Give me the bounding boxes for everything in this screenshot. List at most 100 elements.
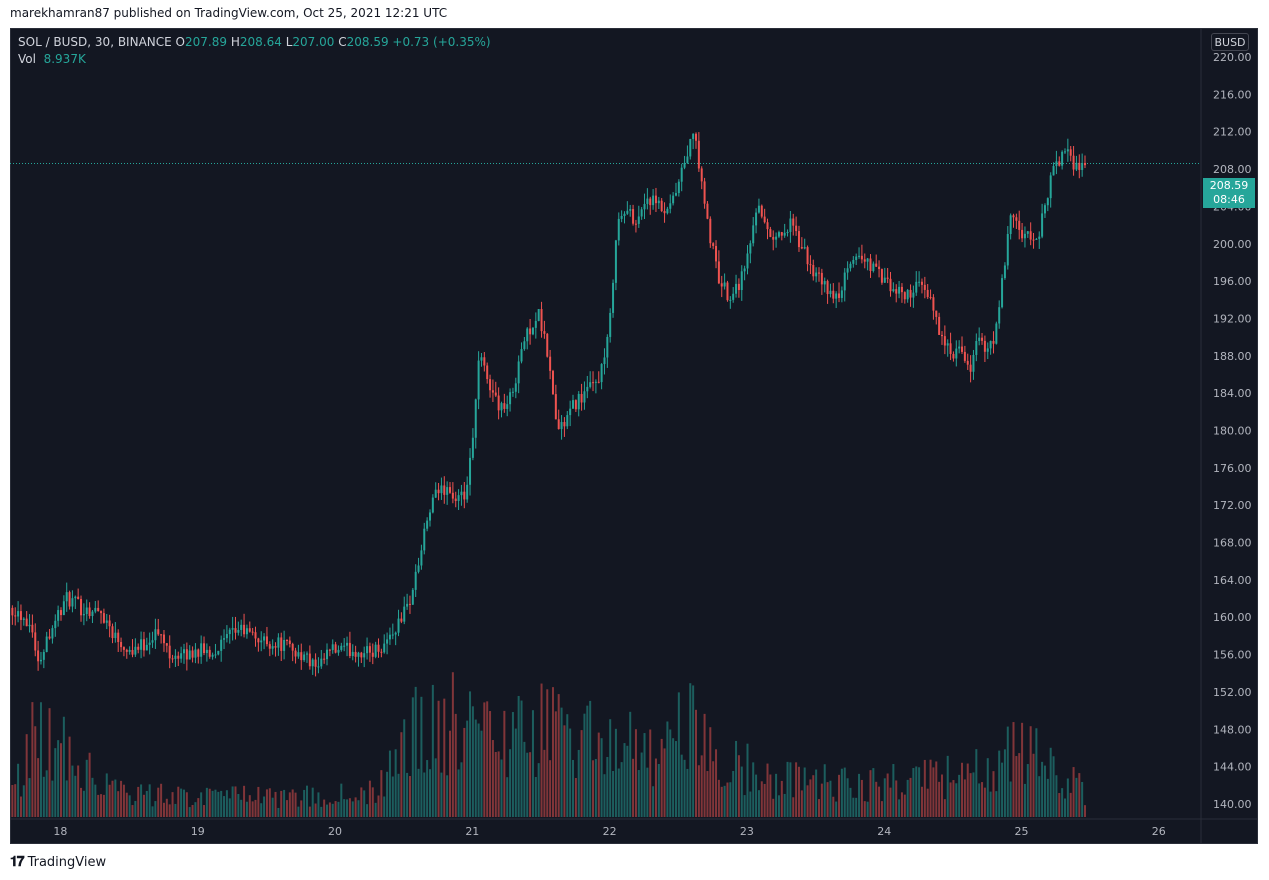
volume-bar xyxy=(866,801,869,817)
candle-body xyxy=(42,651,45,660)
volume-bar xyxy=(137,786,140,817)
volume-bar xyxy=(1078,773,1081,817)
candle-body xyxy=(752,225,755,244)
volume-bar xyxy=(614,728,617,817)
volume-bar xyxy=(348,798,351,817)
candle-body xyxy=(946,343,949,346)
candle-body xyxy=(182,649,185,654)
volume-bar xyxy=(122,784,125,817)
candle-body xyxy=(566,415,569,427)
candle-body xyxy=(920,281,923,285)
volume-bar xyxy=(177,786,180,817)
candle-body xyxy=(71,598,74,607)
volume-bar xyxy=(912,768,915,817)
volume-bar xyxy=(600,738,603,817)
volume-bar xyxy=(946,755,949,817)
volume-bar xyxy=(634,729,637,817)
volume-label[interactable]: Vol xyxy=(18,52,36,66)
candle-body xyxy=(940,334,943,337)
candle-body xyxy=(431,497,434,513)
last-price-value: 208.59 xyxy=(1209,179,1249,192)
candle-body xyxy=(17,611,20,617)
candle-body xyxy=(866,258,869,262)
volume-bar xyxy=(880,801,883,817)
candle-body xyxy=(986,348,989,352)
candle-body xyxy=(1001,278,1004,308)
price-tick-label: 168.00 xyxy=(1213,537,1252,550)
volume-bar xyxy=(700,755,703,817)
candle-body xyxy=(114,632,117,639)
symbol-label[interactable]: SOL / BUSD, 30, BINANCE xyxy=(18,35,172,49)
attribution-line: marekhamran87 published on TradingView.c… xyxy=(10,6,448,20)
candle-body xyxy=(274,646,277,648)
candle-body xyxy=(120,642,123,648)
candle-body xyxy=(646,198,649,204)
volume-bar xyxy=(220,790,223,817)
candle-body xyxy=(271,646,274,649)
volume-bar xyxy=(380,770,383,817)
candle-body xyxy=(817,272,820,274)
tradingview-logo[interactable]: 𝟏𝟕 TradingView xyxy=(10,854,106,870)
candle-body xyxy=(386,639,389,644)
candle-body xyxy=(623,213,626,216)
volume-bar xyxy=(74,775,77,817)
volume-bar xyxy=(62,716,65,817)
candle-body xyxy=(288,640,291,644)
volume-bar xyxy=(443,698,446,817)
volume-bar xyxy=(346,799,349,817)
candle-body xyxy=(1061,151,1064,166)
candle-body xyxy=(546,333,549,357)
candle-body xyxy=(185,649,188,660)
candle-body xyxy=(94,607,97,612)
candle-body xyxy=(263,636,266,641)
price-axis: 140.00 144.00 148.00 152.00 156.00 160.00 164.… xyxy=(1213,51,1252,811)
volume-bar xyxy=(446,775,449,817)
volume-bar xyxy=(826,782,829,817)
candle-body xyxy=(863,259,866,262)
volume-bar xyxy=(486,701,489,817)
candle-body xyxy=(394,632,397,635)
volume-bar xyxy=(657,763,660,817)
volume-bar xyxy=(503,710,506,817)
volume-bar xyxy=(863,801,866,817)
candle-body xyxy=(1009,215,1012,234)
currency-button[interactable]: BUSD xyxy=(1211,33,1249,51)
volume-bar xyxy=(909,777,912,817)
volume-bar xyxy=(963,779,966,817)
volume-bar xyxy=(303,789,306,817)
volume-bar xyxy=(80,787,83,817)
price-tick-label: 184.00 xyxy=(1213,387,1252,400)
price-tick-label: 140.00 xyxy=(1213,798,1252,811)
price-tick-label: 176.00 xyxy=(1213,462,1252,475)
candle-body xyxy=(540,309,543,332)
candle-body xyxy=(31,624,34,633)
volume-bar xyxy=(523,741,526,817)
volume-bar xyxy=(205,787,208,817)
volume-bar xyxy=(935,761,938,817)
candle-body xyxy=(411,589,414,605)
volume-bar xyxy=(368,780,371,817)
candle-body xyxy=(477,360,480,400)
candle-body xyxy=(240,624,243,630)
volume-bar xyxy=(160,783,163,817)
candle-body xyxy=(471,437,474,458)
candle-body xyxy=(280,637,283,651)
volume-bar xyxy=(51,780,54,817)
volume-bar xyxy=(720,786,723,817)
volume-bar xyxy=(320,806,323,817)
price-tick-label: 196.00 xyxy=(1213,275,1252,288)
time-tick-label: 22 xyxy=(603,825,617,838)
volume-bar xyxy=(400,732,403,817)
volume-bar xyxy=(603,774,606,817)
volume-bar xyxy=(343,799,346,817)
high-value: 208.64 xyxy=(239,35,282,49)
volume-bar xyxy=(875,781,878,817)
time-tick-label: 20 xyxy=(328,825,342,838)
candle-body xyxy=(912,292,915,298)
candle-body xyxy=(191,650,194,658)
volume-bar xyxy=(17,763,20,817)
volume-bar xyxy=(943,799,946,817)
volume-bar xyxy=(986,758,989,817)
volume-bar xyxy=(14,784,17,817)
